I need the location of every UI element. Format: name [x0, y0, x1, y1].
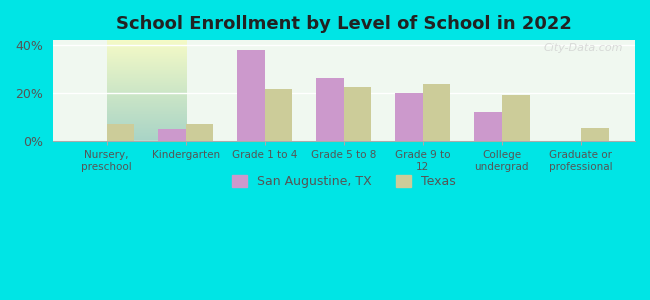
Bar: [158, 129, 186, 141]
Bar: [107, 124, 135, 141]
Legend: San Augustine, TX, Texas: San Augustine, TX, Texas: [227, 170, 461, 193]
Bar: [344, 87, 371, 141]
Bar: [265, 89, 292, 141]
Bar: [316, 79, 344, 141]
Bar: [502, 95, 530, 141]
Bar: [395, 93, 422, 141]
Title: School Enrollment by Level of School in 2022: School Enrollment by Level of School in …: [116, 15, 572, 33]
Bar: [581, 128, 608, 141]
Bar: [237, 50, 265, 141]
Bar: [186, 124, 213, 141]
Text: City-Data.com: City-Data.com: [544, 43, 623, 53]
Bar: [422, 85, 450, 141]
Bar: [474, 112, 502, 141]
